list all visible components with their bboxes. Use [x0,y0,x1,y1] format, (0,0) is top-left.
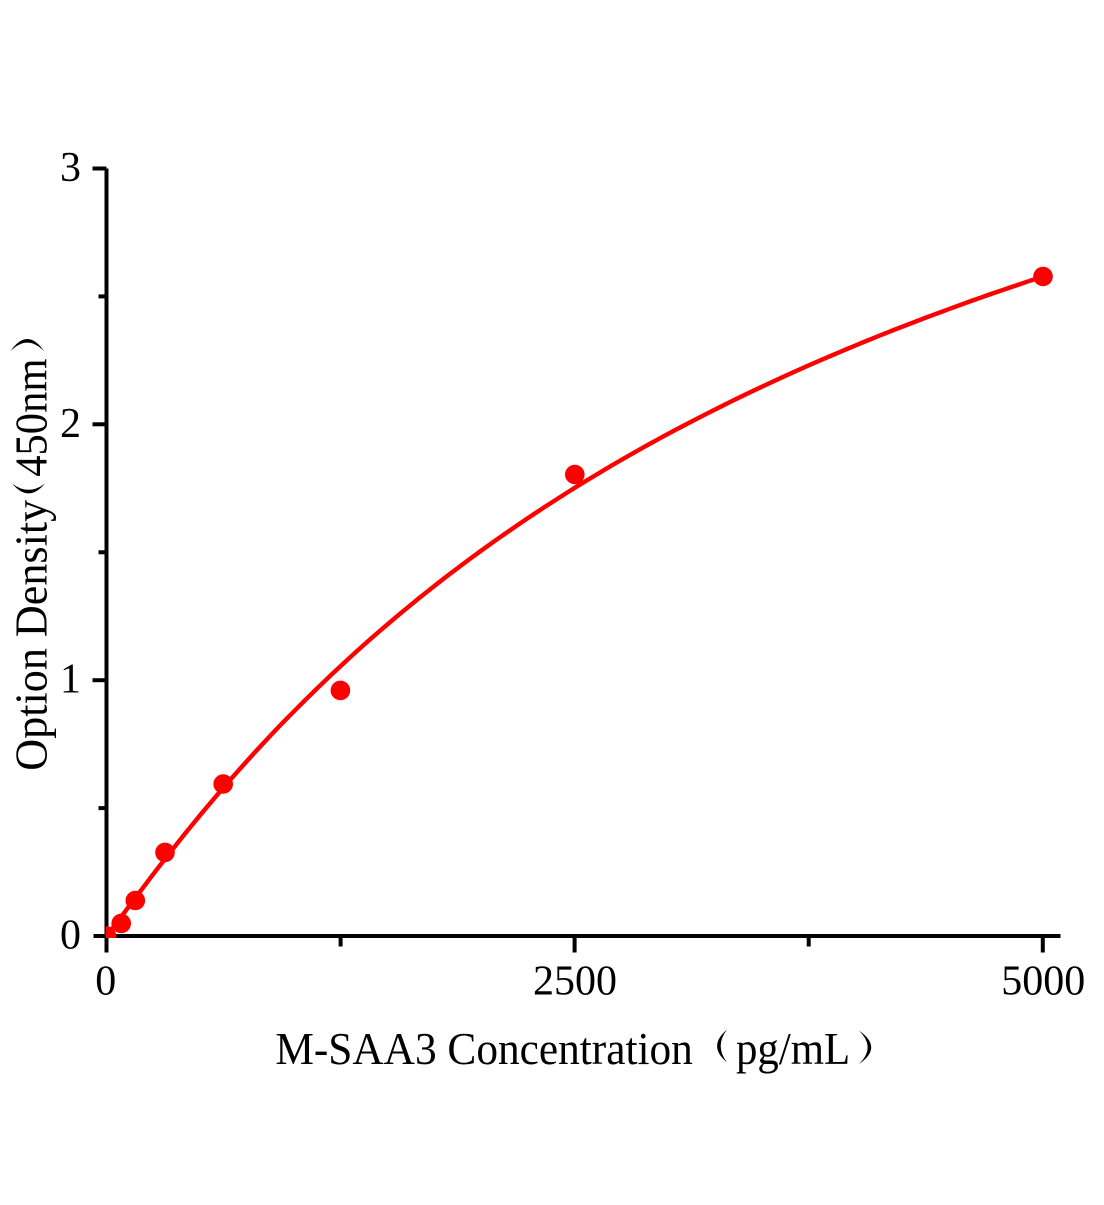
svg-text:0: 0 [95,958,116,1004]
svg-text:1: 1 [60,657,81,703]
svg-text:Option Density: Option Density [6,500,57,771]
svg-text:2500: 2500 [533,958,617,1004]
svg-text:0: 0 [60,913,81,959]
svg-text:450nm: 450nm [6,358,57,477]
svg-text:3: 3 [60,145,81,191]
svg-text:5000: 5000 [1001,958,1085,1004]
svg-text:2: 2 [60,401,81,447]
svg-text:pg/mL: pg/mL [736,1023,850,1074]
svg-text:M-SAA3 Concentration: M-SAA3 Concentration [275,1023,692,1074]
